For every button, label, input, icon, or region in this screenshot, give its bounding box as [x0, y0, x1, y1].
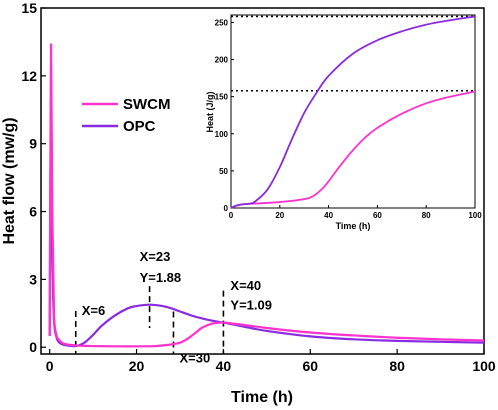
annotation-label: X=40 — [230, 278, 261, 293]
main-y-tick-label: 6 — [29, 204, 37, 220]
inset-series-line-opc — [230, 15, 476, 209]
inset-reference-lines — [231, 15, 475, 92]
main-y-tick-label: 0 — [29, 339, 37, 355]
main-series — [48, 43, 485, 348]
main-x-tick-label: 0 — [46, 358, 54, 374]
main-axis-ticks: 0 20 40 60 80 100 0 3 6 9 12 15 — [21, 0, 495, 374]
inset-x-tick-label: 60 — [373, 211, 382, 220]
main-x-tick-label: 80 — [389, 358, 405, 374]
inset-y-tick-label: 150 — [215, 93, 229, 102]
main-x-tick-label: 60 — [302, 358, 318, 374]
annotation-label: X=23 — [140, 249, 171, 264]
inset-x-tick-label: 80 — [422, 211, 431, 220]
main-y-tick-label: 3 — [29, 271, 37, 287]
main-y-tick-label: 12 — [21, 68, 37, 84]
inset-y-tick-label: 100 — [215, 130, 229, 139]
inset-plot-frame — [230, 14, 476, 209]
main-y-tick-label: 9 — [29, 136, 37, 152]
main-x-tick-label: 100 — [472, 358, 496, 374]
annotation-label: X=6 — [82, 303, 106, 318]
inset-x-tick-label: 20 — [275, 211, 284, 220]
inset-y-tick-label: 50 — [219, 167, 228, 176]
annotation-label: Y=1.09 — [230, 297, 272, 312]
inset-y-axis-label: Heat (J/g) — [205, 91, 215, 132]
main-y-tick-label: 15 — [21, 0, 37, 16]
main-x-axis-label: Time (h) — [231, 389, 293, 406]
main-plot-frame — [40, 7, 485, 355]
inset-series — [230, 15, 476, 209]
annotation-label: X=30 — [179, 350, 210, 365]
legend-label-opc: OPC — [123, 118, 156, 135]
legend-label-swcm: SWCM — [123, 96, 171, 113]
main-x-tick-label: 40 — [216, 358, 232, 374]
annotation-labels: X=6 X=23 Y=1.88 X=30 X=40 Y=1.09 — [82, 249, 272, 366]
series-line-swcm — [48, 43, 485, 348]
legend: SWCM OPC — [82, 96, 171, 135]
annotation-lines — [74, 286, 225, 354]
inset-background — [230, 14, 476, 215]
inset-series-line-swcm — [230, 90, 476, 209]
inset-axis-ticks: 0 20 40 60 80 100 0 50 100 150 200 250 — [215, 18, 483, 220]
inset-x-tick-label: 100 — [468, 211, 482, 220]
annotation-label: Y=1.88 — [140, 270, 182, 285]
inset-y-tick-label: 200 — [215, 56, 229, 65]
inset-x-tick-label: 40 — [324, 211, 333, 220]
inset-y-tick-label: 0 — [224, 204, 229, 213]
inset-y-tick-label: 250 — [215, 18, 229, 27]
main-y-axis-label: Heat flow (mw/g) — [1, 117, 18, 244]
inset-x-axis-label: Time (h) — [336, 221, 371, 231]
inset-x-tick-label: 0 — [229, 211, 234, 220]
main-x-tick-label: 20 — [129, 358, 145, 374]
